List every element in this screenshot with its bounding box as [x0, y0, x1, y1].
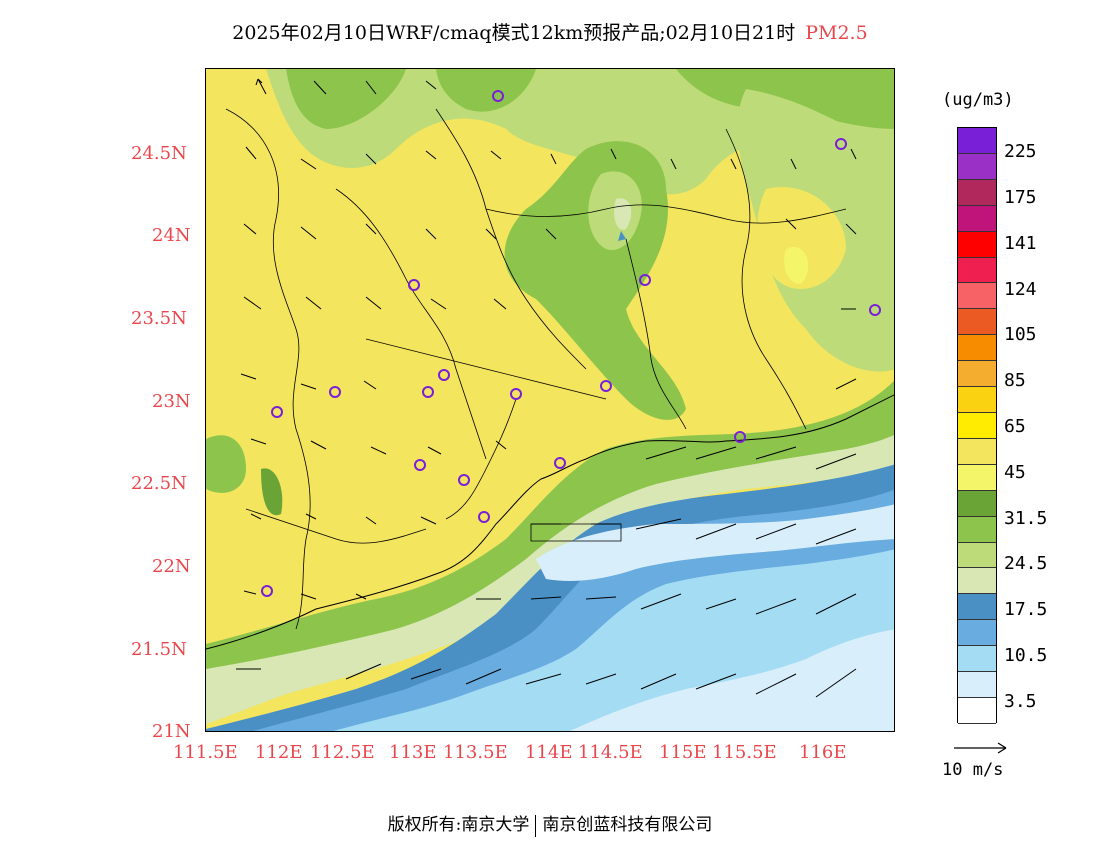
- lon-label-112.5e: 112.5E: [310, 742, 375, 763]
- legend-swatch: [958, 283, 996, 310]
- lat-label-21n: 21N: [152, 721, 191, 742]
- legend-swatch: [958, 309, 996, 336]
- legend-label-85: 85: [1004, 370, 1026, 391]
- legend-label-141: 141: [1004, 233, 1037, 254]
- lon-label-114e: 114E: [525, 742, 573, 763]
- legend-swatch: [958, 412, 996, 439]
- legend-swatch: [958, 697, 996, 724]
- copyright-footer: 版权所有:南京大学 南京创蓝科技有限公司: [0, 810, 1100, 837]
- legend-label-65: 65: [1004, 416, 1026, 437]
- lon-label-111.5e: 111.5E: [173, 742, 238, 763]
- lon-label-112e: 112E: [255, 742, 303, 763]
- legend-swatch: [958, 542, 996, 569]
- pm25-concentration-map: [205, 68, 895, 732]
- legend-label-24.5: 24.5: [1004, 553, 1048, 574]
- lon-label-113e: 113E: [389, 742, 437, 763]
- map-title: 2025年02月10日WRF/cmaq模式12km预报产品;02月10日21时 P…: [0, 18, 1100, 45]
- wind-vector-field: [236, 78, 857, 698]
- legend-swatch: [958, 620, 996, 647]
- copyright-text: 版权所有:南京大学: [387, 815, 530, 835]
- legend-label-3.5: 3.5: [1004, 691, 1037, 712]
- legend-swatch: [958, 128, 996, 154]
- legend-swatch: [958, 179, 996, 206]
- legend-unit: (ug/m3): [942, 90, 1014, 110]
- lon-label-115.5e: 115.5E: [712, 742, 777, 763]
- legend-swatch: [958, 490, 996, 517]
- map-canvas: [206, 69, 894, 731]
- legend-swatch: [958, 594, 996, 621]
- lon-label-116e: 116E: [799, 742, 847, 763]
- vector-scale-arrow: [954, 742, 1007, 754]
- lat-label-22.5n: 22.5N: [131, 473, 187, 494]
- lat-label-22n: 22N: [152, 556, 191, 577]
- legend-swatch: [958, 257, 996, 284]
- lat-label-24.5n: 24.5N: [131, 143, 187, 164]
- legend-colorbar: [957, 127, 997, 724]
- legend-swatch: [958, 568, 996, 595]
- lat-label-23.5n: 23.5N: [131, 308, 187, 329]
- copyright-partner: 南京创蓝科技有限公司: [542, 815, 713, 835]
- legend-label-45: 45: [1004, 462, 1026, 483]
- legend-swatch: [958, 464, 996, 491]
- title-text: 2025年02月10日WRF/cmaq模式12km预报产品;02月10日21时: [232, 22, 796, 44]
- legend-swatch: [958, 205, 996, 232]
- pollutant-name: PM2.5: [805, 22, 868, 44]
- legend-swatch: [958, 231, 996, 258]
- legend-swatch: [958, 646, 996, 673]
- lat-label-24n: 24N: [152, 225, 191, 246]
- lat-label-23n: 23N: [152, 391, 191, 412]
- legend-label-225: 225: [1004, 141, 1037, 162]
- lat-label-21.5n: 21.5N: [131, 639, 187, 660]
- lon-label-113.5e: 113.5E: [443, 742, 508, 763]
- lon-label-115e: 115E: [659, 742, 707, 763]
- vector-scale-label: 10 m/s: [942, 760, 1004, 780]
- legend-label-105: 105: [1004, 324, 1037, 345]
- legend-label-175: 175: [1004, 187, 1037, 208]
- legend-swatch: [958, 361, 996, 388]
- legend-swatch: [958, 438, 996, 465]
- monitoring-stations: [261, 90, 881, 597]
- legend-label-31.5: 31.5: [1004, 508, 1048, 529]
- legend-swatch: [958, 387, 996, 413]
- legend-swatch: [958, 335, 996, 362]
- legend-label-17.5: 17.5: [1004, 599, 1048, 620]
- coastline: [206, 394, 894, 650]
- copyright-divider: [535, 814, 537, 837]
- legend-label-10.5: 10.5: [1004, 645, 1048, 666]
- legend-label-124: 124: [1004, 279, 1037, 300]
- legend-swatch: [958, 516, 996, 543]
- lon-label-114.5e: 114.5E: [578, 742, 643, 763]
- legend-swatch: [958, 672, 996, 698]
- legend-swatch: [958, 153, 996, 180]
